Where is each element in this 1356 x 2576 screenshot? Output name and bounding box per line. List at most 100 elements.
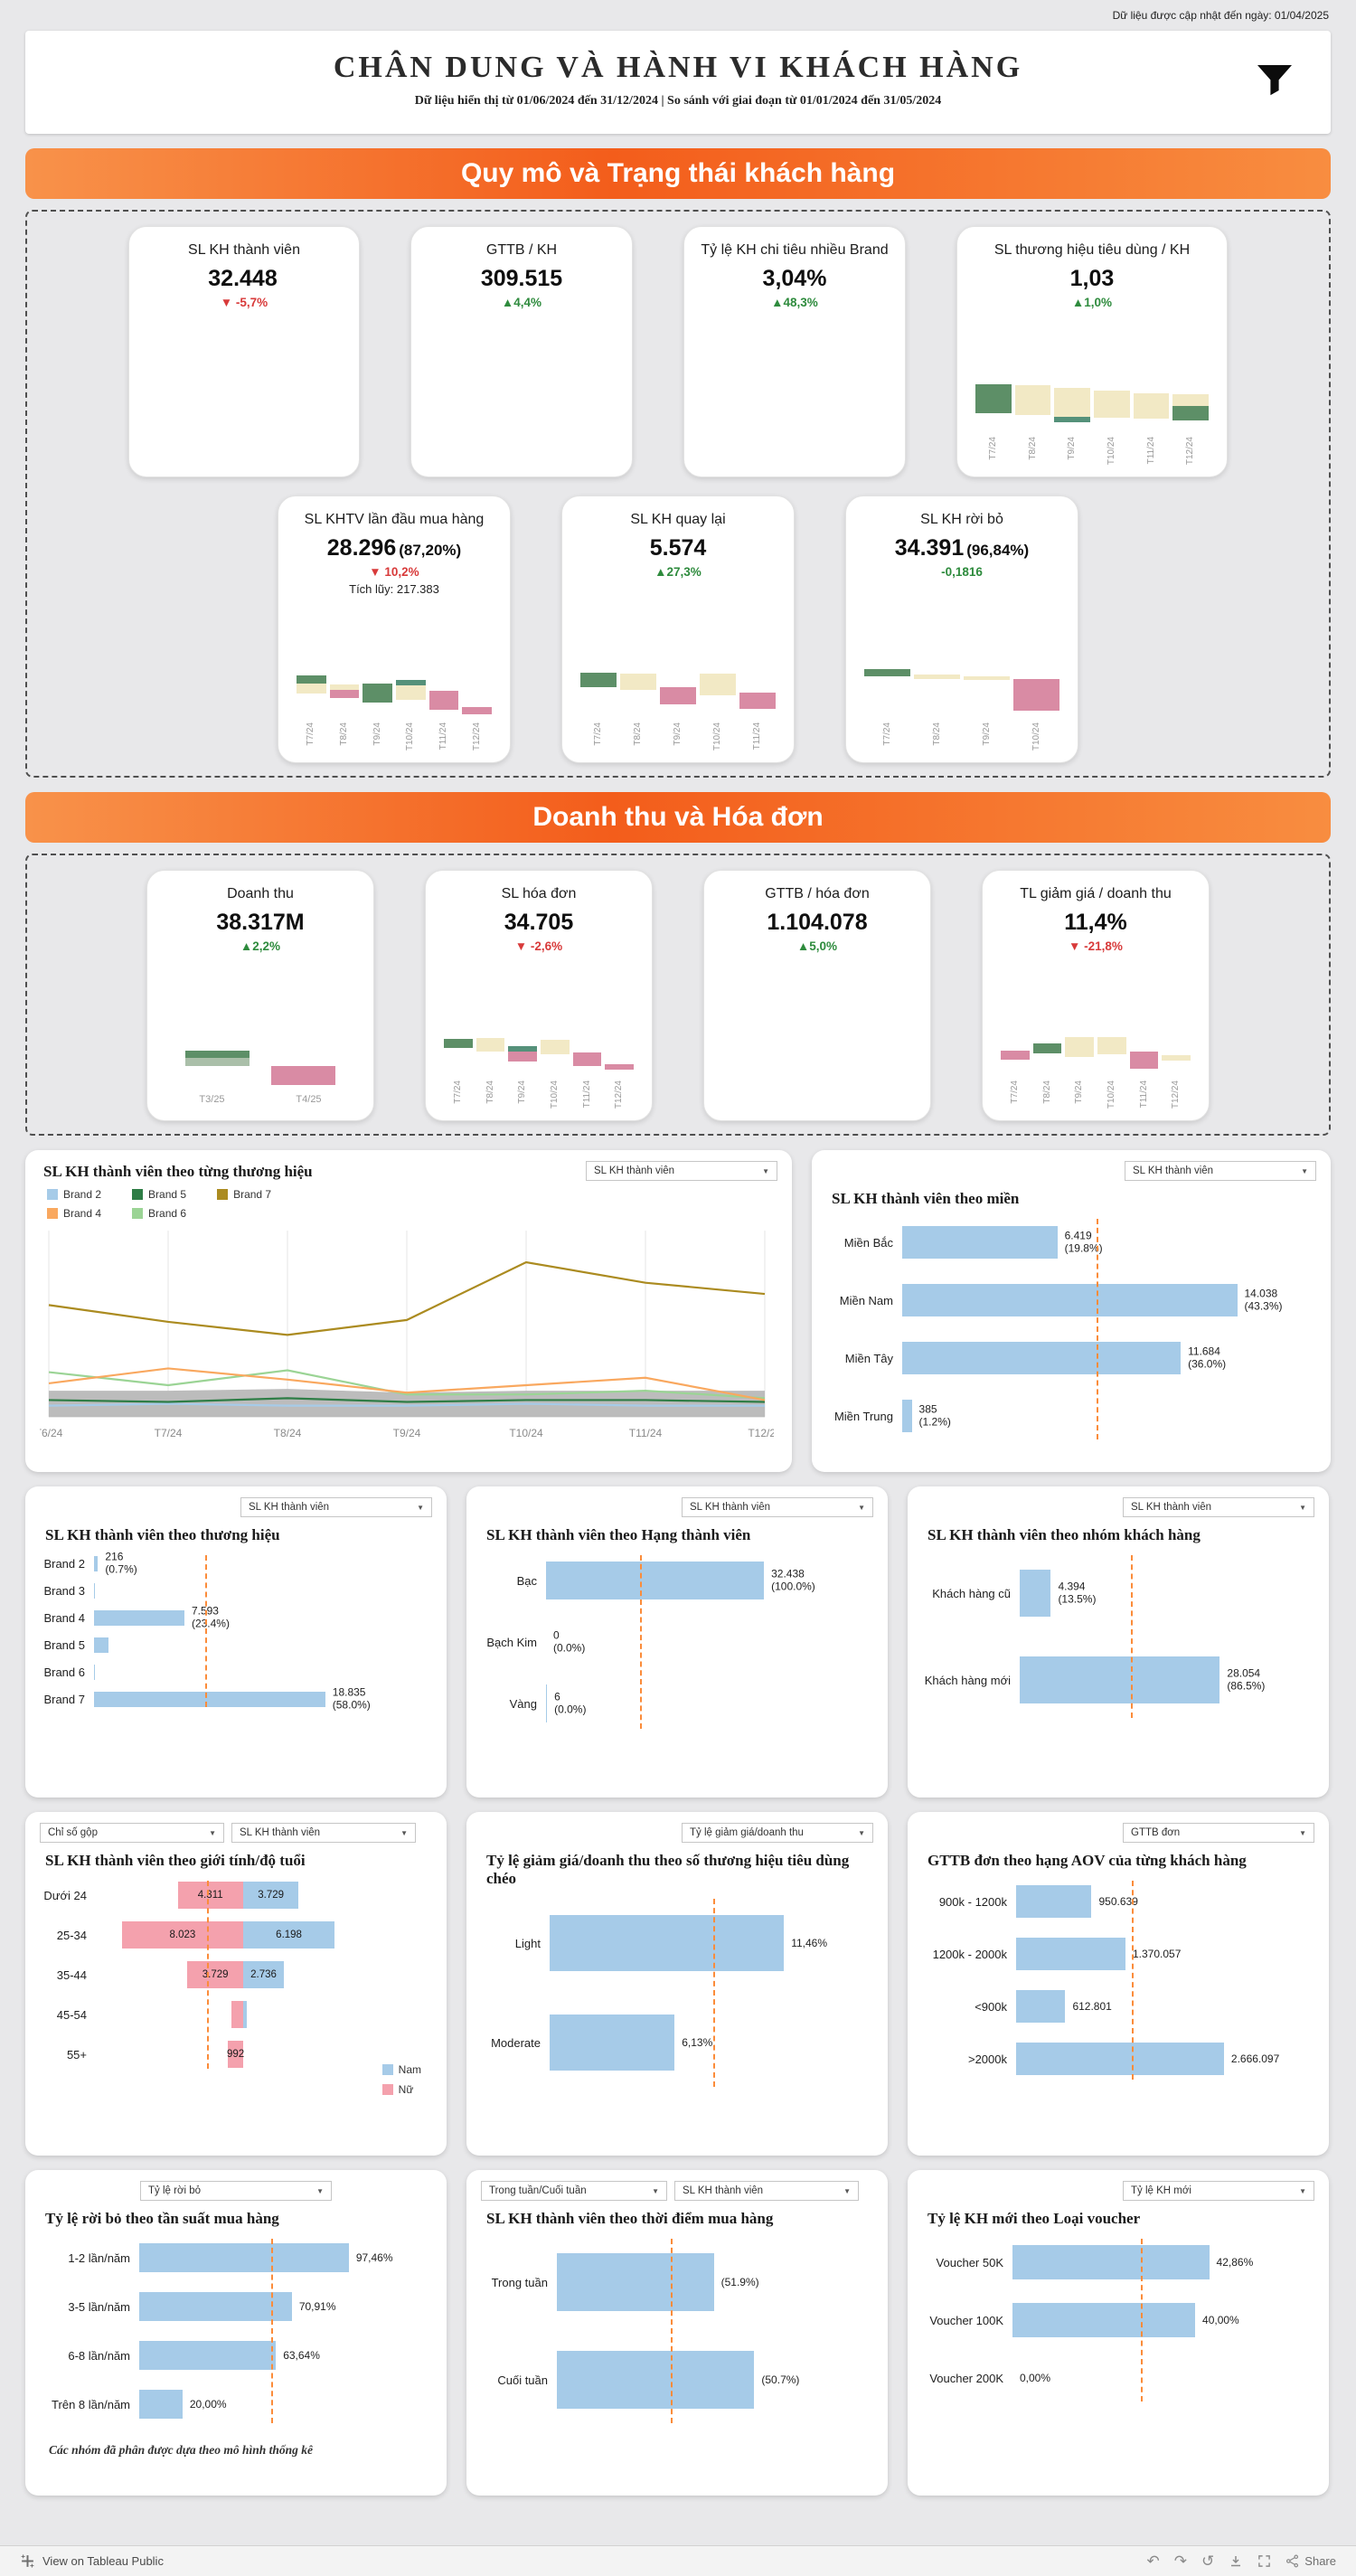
female-bar[interactable]: 8.023 bbox=[121, 1921, 243, 1949]
measure-dropdown[interactable]: SL KH thành viên ▼ bbox=[586, 1161, 777, 1181]
bar[interactable] bbox=[550, 1915, 785, 1971]
download-icon[interactable] bbox=[1229, 2554, 1243, 2569]
female-bar[interactable]: 4.311 bbox=[177, 1882, 243, 1909]
bar-row: 3-5 lần/năm 70,91% bbox=[40, 2282, 432, 2331]
chevron-down-icon: ▼ bbox=[209, 1828, 216, 1837]
bar[interactable] bbox=[94, 1582, 96, 1599]
kpi-card-revenue: Doanh thu 38.317M ▲2,2% T3/25 T4/25 bbox=[146, 870, 374, 1121]
measure-dropdown[interactable]: Tỷ lệ rời bỏ ▼ bbox=[140, 2181, 332, 2201]
kpi-trend-chart: T7/24 T8/24 T9/24 T10/24 T11/24 T12/24 bbox=[289, 662, 499, 753]
bar[interactable] bbox=[1020, 1570, 1051, 1617]
metric-dropdown[interactable]: Chỉ số gộp ▼ bbox=[40, 1823, 224, 1843]
value-label: (51.9%) bbox=[720, 2275, 759, 2288]
male-bar[interactable]: 2.736 bbox=[242, 1961, 285, 1988]
bar[interactable] bbox=[94, 1555, 99, 1571]
panel-title: SL KH thành viên theo thời điểm mua hàng bbox=[486, 2210, 774, 2227]
measure-dropdown[interactable]: Tỷ lệ KH mới ▼ bbox=[1123, 2181, 1314, 2201]
share-button[interactable]: Share bbox=[1285, 2554, 1336, 2568]
measure-dropdown[interactable]: SL KH thành viên ▼ bbox=[231, 1823, 416, 1843]
region-bar-chart: Miền Bắc 6.419 (19.8%) Miền Nam 14.038 (43.3%… bbox=[826, 1213, 1316, 1445]
bar[interactable] bbox=[1012, 2303, 1196, 2337]
measure-dropdown[interactable]: SL KH thành viên ▼ bbox=[1125, 1161, 1316, 1181]
dashboard-header: CHÂN DUNG VÀ HÀNH VI KHÁCH HÀNG Dữ liệu … bbox=[25, 31, 1331, 134]
reset-icon[interactable]: ↺ bbox=[1201, 2552, 1215, 2570]
bar[interactable] bbox=[902, 1226, 1058, 1259]
svg-text:T7/24: T7/24 bbox=[155, 1427, 183, 1439]
category-label: Vàng bbox=[509, 1696, 537, 1711]
bar[interactable] bbox=[1016, 1938, 1125, 1970]
bar[interactable] bbox=[1016, 1885, 1092, 1918]
value-label: 1.370.057 bbox=[1133, 1947, 1182, 1960]
churn-bar-chart: 1-2 lần/năm 97,46% 3-5 lần/năm 70,91% 6-8 lầ… bbox=[40, 2233, 432, 2429]
bar[interactable] bbox=[94, 1609, 184, 1626]
female-bar[interactable] bbox=[231, 2001, 243, 2028]
measure-dropdown[interactable]: Tỷ lệ giảm giá/doanh thu ▼ bbox=[682, 1823, 873, 1843]
bar[interactable] bbox=[557, 2253, 714, 2311]
bar-row: Moderate 6,13% bbox=[481, 1993, 873, 2092]
category-label: <900k bbox=[975, 1999, 1007, 2014]
axis-tick-label: T7/24 bbox=[987, 437, 998, 460]
gender-age-pyramid-chart: Dưới 24 4.311 3.729 25-34 8.023 6.198 35-44 3.7… bbox=[40, 1875, 432, 2074]
bar[interactable] bbox=[1016, 2043, 1224, 2075]
chevron-down-icon: ▼ bbox=[858, 1828, 865, 1837]
male-bar[interactable]: 3.729 bbox=[242, 1882, 299, 1909]
bar[interactable] bbox=[902, 1284, 1238, 1316]
bar-row: 1200k - 2000k 1.370.057 bbox=[922, 1928, 1314, 1980]
spark-bar bbox=[428, 662, 459, 720]
male-bar[interactable] bbox=[242, 2001, 248, 2028]
bar[interactable] bbox=[139, 2243, 349, 2272]
kpi-delta: ▲4,4% bbox=[501, 295, 542, 309]
category-label: >2000k bbox=[967, 2052, 1007, 2066]
bar[interactable] bbox=[1012, 2245, 1210, 2279]
value-label: 385 (1.2%) bbox=[918, 1402, 951, 1429]
bar[interactable] bbox=[1016, 1990, 1066, 2023]
kpi-delta: ▼ 10,2% bbox=[369, 564, 419, 579]
bar[interactable] bbox=[1020, 1656, 1220, 1703]
kpi-value: 34.391 (96,84%) bbox=[894, 534, 1030, 561]
value-label: 20,00% bbox=[189, 2397, 227, 2411]
measure-dropdown[interactable]: SL KH thành viên ▼ bbox=[240, 1497, 432, 1517]
bar[interactable] bbox=[139, 2390, 183, 2419]
legend-item: Brand 4 bbox=[47, 1207, 101, 1220]
kpi-title: SL hóa đơn bbox=[501, 886, 577, 901]
undo-icon[interactable]: ↶ bbox=[1146, 2552, 1160, 2570]
value-label: 97,46% bbox=[355, 2250, 393, 2264]
panel-members-by-brand: SL KH thành viên ▼ SL KH thành viên theo … bbox=[25, 1486, 447, 1798]
legend-item: Nữ bbox=[381, 2083, 421, 2096]
male-bar[interactable]: 6.198 bbox=[242, 1921, 335, 1949]
bar[interactable] bbox=[94, 1691, 325, 1707]
view-on-tableau-public-link[interactable]: View on Tableau Public bbox=[20, 2553, 164, 2569]
value-label: 0 (0.0%) bbox=[553, 1628, 586, 1655]
kpi-card-discount-ratio: TL giảm giá / doanh thu 11,4% ▼ -21,8% T… bbox=[982, 870, 1210, 1121]
kpi-title: SL KH quay lại bbox=[630, 512, 726, 527]
filter-button[interactable] bbox=[1240, 45, 1309, 114]
bar[interactable] bbox=[546, 1562, 765, 1599]
gender-legend: Nam Nữ bbox=[381, 2063, 421, 2096]
bar[interactable] bbox=[139, 2341, 277, 2370]
bar[interactable] bbox=[557, 2351, 755, 2409]
bar[interactable] bbox=[94, 1664, 96, 1680]
female-bar[interactable]: 992 bbox=[227, 2041, 244, 2068]
fullscreen-icon[interactable] bbox=[1257, 2554, 1271, 2568]
svg-text:T8/24: T8/24 bbox=[274, 1427, 302, 1439]
measure-dropdown[interactable]: SL KH thành viên ▼ bbox=[1123, 1497, 1314, 1517]
bar-row: 900k - 1200k 950.639 bbox=[922, 1875, 1314, 1928]
spark-bar bbox=[700, 662, 736, 720]
bar[interactable] bbox=[94, 1637, 109, 1653]
measure-dropdown[interactable]: SL KH thành viên ▼ bbox=[682, 1497, 873, 1517]
measure-dropdown[interactable]: SL KH thành viên ▼ bbox=[674, 2181, 859, 2201]
value-label: 42,86% bbox=[1216, 2255, 1254, 2269]
redo-icon[interactable]: ↷ bbox=[1173, 2552, 1188, 2570]
bar[interactable] bbox=[902, 1342, 1182, 1374]
category-label: Khách hàng cũ bbox=[932, 1586, 1011, 1600]
bar[interactable] bbox=[139, 2292, 292, 2321]
bar[interactable] bbox=[550, 2015, 675, 2071]
daytype-dropdown[interactable]: Trong tuần/Cuối tuần ▼ bbox=[481, 2181, 667, 2201]
bar[interactable] bbox=[546, 1684, 548, 1722]
spark-bar bbox=[363, 662, 393, 720]
measure-dropdown[interactable]: GTTB đơn ▼ bbox=[1123, 1823, 1314, 1843]
kpi-card-members: SL KH thành viên 32.448 ▼ -5,7% bbox=[128, 226, 360, 477]
axis-tick-label: T10/24 bbox=[1106, 1080, 1116, 1109]
bar[interactable] bbox=[902, 1400, 912, 1432]
female-bar[interactable]: 3.729 bbox=[187, 1961, 243, 1988]
